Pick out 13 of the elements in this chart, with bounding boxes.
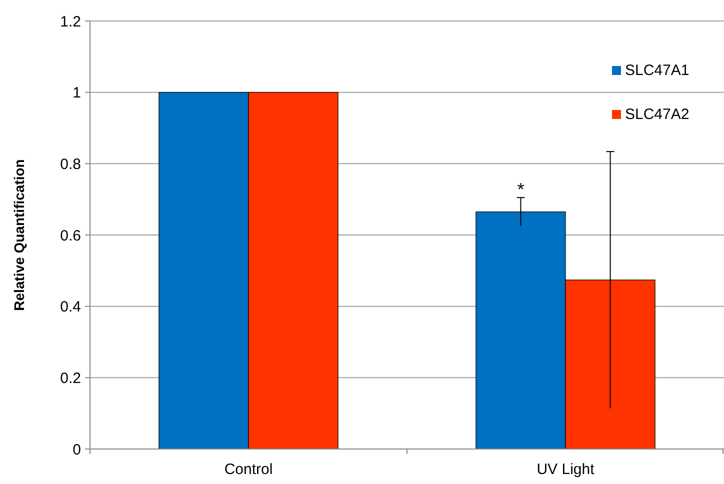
legend-label: SLC47A2 [625, 106, 690, 123]
y-tick-label: 0.2 [60, 370, 81, 387]
y-tick-label: 0.8 [60, 156, 81, 173]
annotation: * [517, 180, 524, 200]
y-axis-title: Relative Quantification [11, 159, 27, 311]
y-tick-label: 1.2 [60, 13, 81, 30]
y-tick-label: 1 [72, 84, 81, 102]
y-tick-label: 0 [72, 441, 81, 458]
legend-label: SLC47A1 [625, 62, 690, 79]
y-tick-label: 0.6 [60, 227, 81, 244]
y-tick-label: 0.4 [60, 298, 81, 316]
x-tick-label: UV Light [536, 461, 596, 478]
x-tick-label: Control [224, 461, 273, 478]
